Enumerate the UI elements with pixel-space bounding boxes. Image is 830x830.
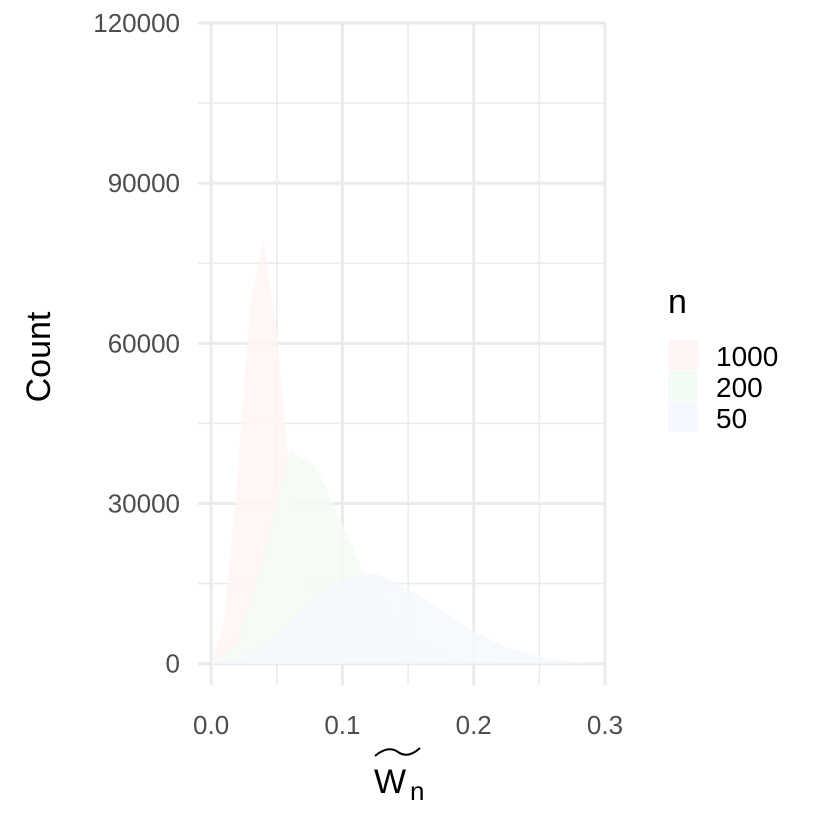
- y-tick-label: 30000: [108, 488, 180, 518]
- y-axis-ticks: 0 30000 60000 90000 120000: [93, 8, 180, 679]
- x-axis-title: W n: [374, 747, 424, 806]
- series-areas: [211, 241, 605, 664]
- x-axis-title-subscript: n: [410, 776, 424, 806]
- x-axis-title-main: W: [374, 763, 406, 801]
- x-axis-ticks: 0.0 0.1 0.2 0.3: [193, 710, 623, 740]
- legend-key-1000: [668, 340, 698, 370]
- legend-label-1000: 1000: [716, 341, 778, 372]
- y-tick-label: 0: [166, 649, 180, 679]
- y-axis-title: Count: [20, 311, 58, 402]
- legend-title: n: [668, 283, 687, 321]
- legend-label-50: 50: [716, 403, 747, 434]
- legend-key-200: [668, 371, 698, 401]
- x-axis-title-tilde: [374, 747, 421, 757]
- x-tick-label: 0.3: [587, 710, 623, 740]
- y-tick-label: 120000: [93, 8, 180, 38]
- x-tick-label: 0.2: [456, 710, 492, 740]
- x-tick-label: 0.0: [193, 710, 229, 740]
- area-series-50: [211, 572, 605, 664]
- legend-label-200: 200: [716, 372, 763, 403]
- y-tick-label: 60000: [108, 328, 180, 358]
- legend-key-50: [668, 402, 698, 432]
- x-tick-label: 0.1: [324, 710, 360, 740]
- area-series-1000: [211, 241, 343, 664]
- y-tick-label: 90000: [108, 168, 180, 198]
- area-series-200: [211, 450, 500, 664]
